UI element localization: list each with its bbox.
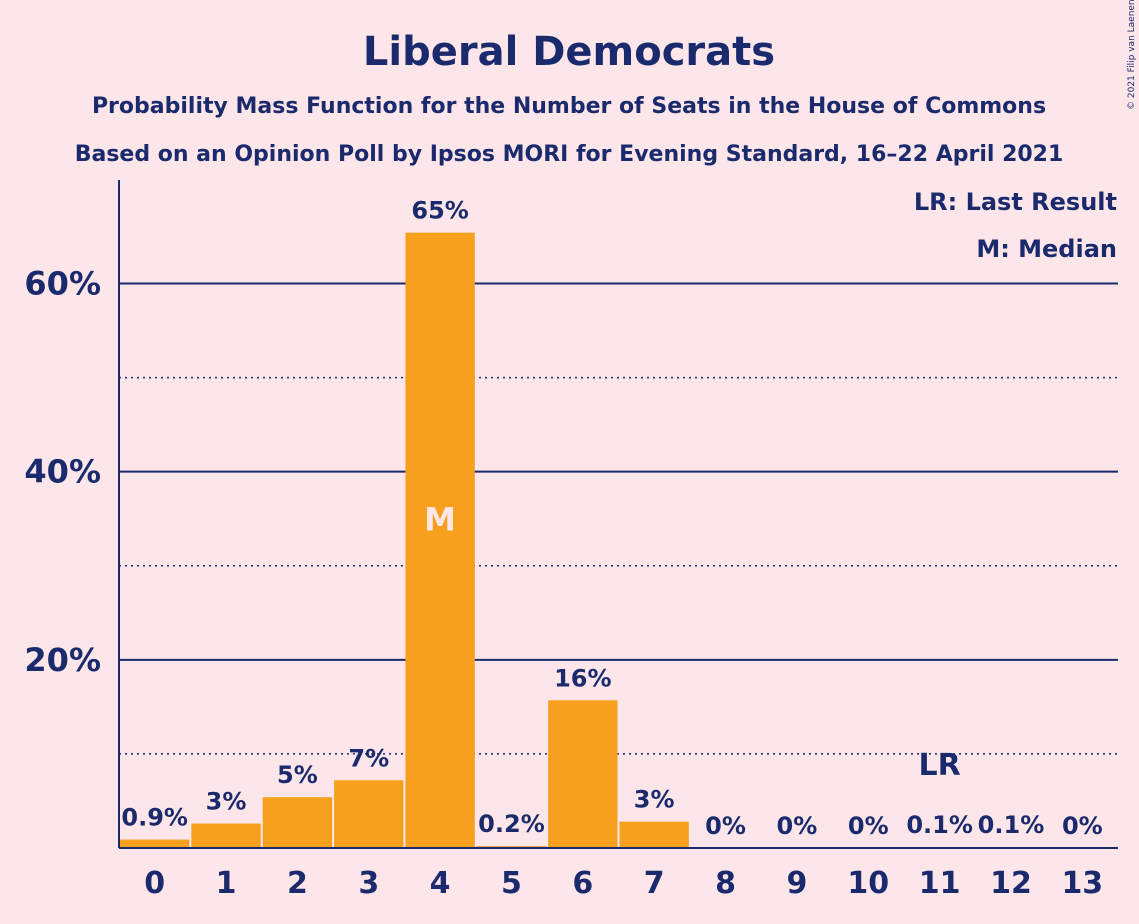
x-tick-label: 13: [1061, 866, 1103, 901]
bar: [262, 797, 333, 848]
y-axis-ticks: 20% 40% 60%: [24, 264, 101, 678]
data-label: 5%: [277, 761, 318, 789]
legend-median: M: Median: [976, 235, 1117, 263]
data-label: 0.1%: [906, 811, 973, 839]
x-tick-label: 8: [715, 866, 736, 901]
x-tick-label: 0: [144, 866, 165, 901]
data-label: 3%: [634, 786, 675, 814]
x-tick-label: 7: [644, 866, 665, 901]
chart-title: Liberal Democrats: [363, 29, 775, 75]
chart-subtitle-2: Based on an Opinion Poll by Ipsos MORI f…: [75, 142, 1064, 167]
data-label: 65%: [411, 197, 468, 225]
bar: [120, 839, 190, 848]
data-label: 0.1%: [978, 811, 1045, 839]
x-tick-label: 5: [501, 866, 522, 901]
x-tick-label: 9: [786, 866, 807, 901]
data-label: 3%: [206, 788, 247, 816]
data-labels: 0.9% 3% 5% 7% 65% 0.2% 16% 3% 0% 0% 0% 0.1% 0.1% 0% M L…: [121, 197, 1102, 840]
grid: [119, 282, 1118, 755]
bar: [334, 780, 404, 848]
data-label: 0%: [705, 812, 746, 840]
x-tick-label: 1: [216, 866, 237, 901]
data-label: 0%: [848, 812, 889, 840]
median-marker: M: [424, 500, 456, 538]
x-axis-ticks: 0 1 2 3 4 5 6 7 8 9 10 11 12 13: [144, 866, 1103, 901]
x-tick-label: 3: [358, 866, 379, 901]
x-tick-label: 6: [572, 866, 593, 901]
legend-last-result: LR: Last Result: [914, 188, 1117, 216]
y-tick-label: 20%: [24, 641, 101, 679]
x-tick-label: 11: [919, 866, 961, 901]
copyright-text: © 2021 Filip van Laenen: [1127, 0, 1137, 110]
data-label: 0%: [1062, 812, 1103, 840]
x-tick-label: 4: [430, 866, 451, 901]
bars: [120, 232, 1046, 848]
data-label: 0%: [777, 812, 818, 840]
y-tick-label: 40%: [24, 453, 101, 491]
last-result-marker: LR: [918, 748, 960, 783]
bar: [405, 232, 475, 848]
y-tick-label: 60%: [24, 264, 101, 302]
bar: [191, 823, 261, 848]
data-label: 16%: [554, 664, 611, 692]
x-tick-label: 10: [847, 866, 889, 901]
x-tick-label: 12: [990, 866, 1032, 901]
x-tick-label: 2: [287, 866, 308, 901]
data-label: 0.9%: [121, 804, 188, 832]
chart-subtitle-1: Probability Mass Function for the Number…: [92, 94, 1046, 119]
data-label: 0.2%: [478, 810, 545, 838]
data-label: 7%: [348, 744, 389, 772]
bar: [619, 821, 689, 848]
bar: [548, 700, 618, 848]
